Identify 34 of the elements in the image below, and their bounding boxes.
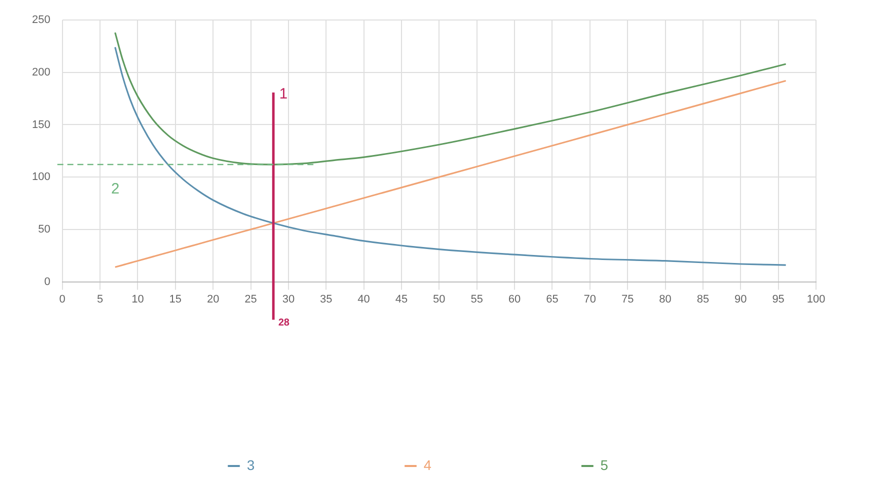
y-tick-label: 0 — [44, 276, 50, 288]
x-tick-label: 95 — [772, 293, 784, 306]
y-tick-label: 200 — [32, 66, 50, 78]
x-tick-label: 30 — [282, 293, 295, 306]
y-tick-label: 150 — [32, 118, 50, 131]
x-tick-label: 75 — [621, 293, 634, 306]
x-tick-label: 10 — [132, 293, 144, 306]
x-tick-label: 90 — [734, 293, 747, 306]
x-tick-label: 85 — [696, 293, 710, 306]
y-tick-label: 50 — [38, 223, 50, 236]
annotation: 1 — [279, 86, 288, 103]
x-tick-label: 5 — [96, 293, 104, 306]
annotation: 2 — [111, 180, 120, 198]
x-tick-label: 40 — [358, 293, 370, 306]
legend-label: 5 — [600, 456, 608, 473]
x-tick-label: 20 — [206, 293, 220, 306]
x-tick-label: 60 — [508, 293, 521, 306]
legend-label: 4 — [424, 456, 432, 473]
x-tick-label: 50 — [433, 293, 446, 306]
x-tick-label: 65 — [546, 293, 558, 306]
line-series — [114, 32, 787, 166]
x-tick-label: 45 — [395, 293, 408, 306]
x-tick-label: 0 — [59, 293, 66, 306]
x-tick-label: 70 — [584, 293, 596, 306]
x-tick-label: 15 — [169, 293, 182, 306]
y-tick-label: 100 — [32, 171, 50, 184]
legend-label: 3 — [246, 456, 255, 473]
x-tick-label: 55 — [470, 293, 483, 306]
x-tick-label: 100 — [806, 293, 826, 306]
x-tick-label: 80 — [659, 293, 672, 306]
x-tick-label: 35 — [320, 293, 332, 306]
y-tick-label: 250 — [32, 14, 50, 26]
x-tick-label: 25 — [244, 293, 257, 306]
ref-line-label: 28 — [278, 318, 290, 329]
